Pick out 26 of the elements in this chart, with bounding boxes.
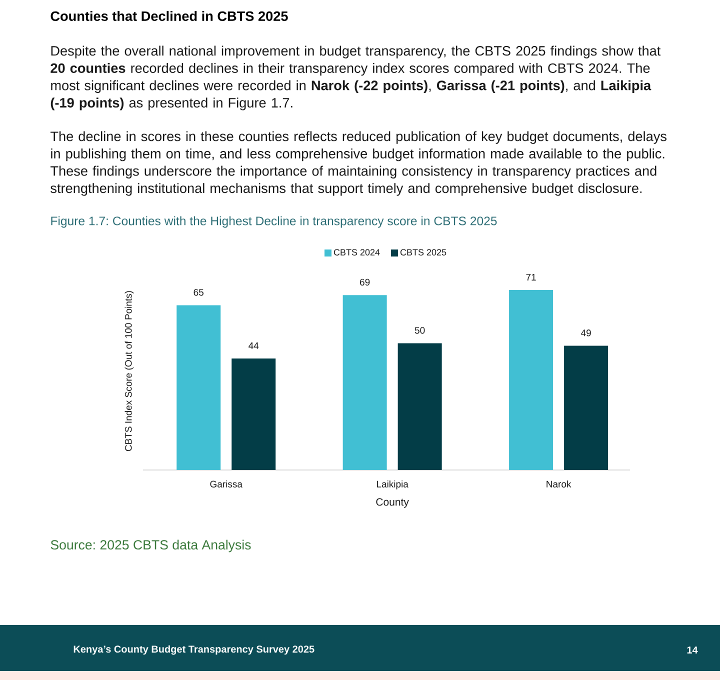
x-axis-title: County — [376, 498, 409, 508]
data-label: 69 — [360, 278, 370, 286]
legend-label: CBTS 2025 — [400, 249, 446, 256]
text: Counties that Declined in CBTS 2025 — [50, 11, 288, 21]
chart-title: Figure 1.7: Counties with the Highest Decline in transparency score in CBTS 2025 — [51, 216, 497, 228]
x-tick-label: Laikipia — [376, 480, 408, 490]
data-label: 65 — [194, 288, 204, 296]
x-tick-label: Garissa — [210, 480, 242, 488]
data-label: 71 — [526, 274, 536, 280]
data-label: 44 — [248, 342, 259, 349]
bar — [232, 358, 276, 470]
x-tick-label: Narok — [546, 480, 572, 488]
data-label: 50 — [414, 326, 425, 334]
text: The decline in scores in these counties reflects reduced publication of key budget documents, delays in publishing them on time, and less comprehensive budget information made available to the public. These findings underscore the importance of maintaining consistency in transparency practices and strengthening institutional mechanisms that support timely and comprehensive budget disclosure. — [50, 131, 666, 196]
text: Kenya’s County Budget Transparency Survey 2025 — [74, 645, 314, 655]
bar — [176, 305, 221, 470]
bar — [509, 290, 554, 470]
bar — [342, 295, 387, 470]
legend-label: CBTS 2024 — [334, 249, 380, 256]
data-label: 49 — [580, 330, 591, 336]
bar — [564, 346, 608, 470]
y-axis-title: CBTS Index Score (Out of 100 Points) — [124, 291, 134, 452]
text: Despite the overall national improvement in budget transparency, the CBTS 2025 findings show that 20 counties recorded declines in their transparency index scores compared with CBTS 2024. The most significant declines were recorded in Narok (-22 points), Garissa (-21 points), and Laikipia (-19 points) as presented in Figure 1.7. — [50, 46, 661, 110]
source-note: Source: 2025 CBTS data Analysis — [50, 540, 251, 552]
bar — [398, 343, 442, 470]
text: 14 — [687, 646, 698, 654]
